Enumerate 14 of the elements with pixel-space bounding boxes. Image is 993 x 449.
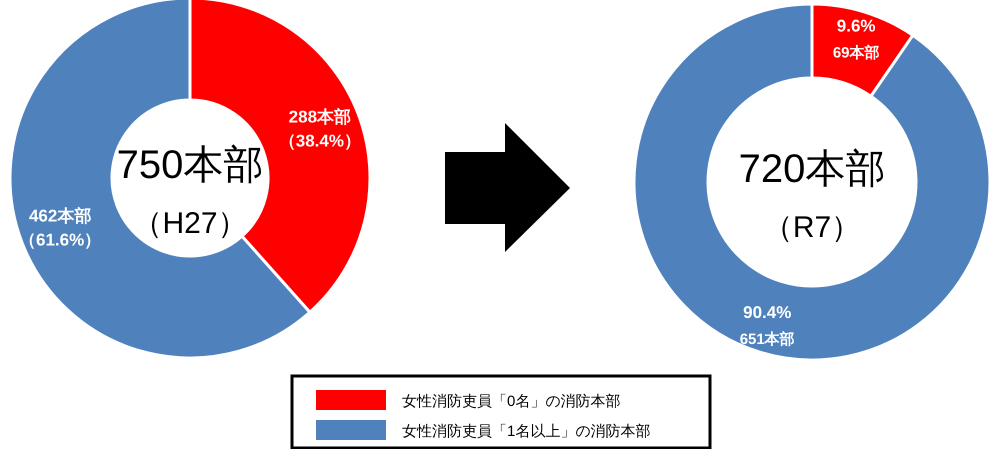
- text: 90.4%: [743, 303, 792, 322]
- data-label: 651本部: [740, 330, 795, 348]
- text: （61.6%）: [19, 230, 102, 250]
- data-label: 69本部: [832, 44, 880, 62]
- text: 750本部: [116, 143, 264, 187]
- data-label: 462本部: [28, 206, 92, 226]
- text: 720本部: [738, 147, 886, 191]
- legend-label: 女性消防吏員「1名以上」の消防本部: [402, 423, 650, 440]
- data-label: 288本部: [288, 107, 352, 126]
- text: （H27）: [132, 207, 248, 240]
- legend-label: 女性消防吏員「0名」の消防本部: [402, 393, 620, 410]
- text: （R7）: [762, 211, 862, 244]
- text: 9.6%: [836, 16, 876, 36]
- text: （38.4%）: [278, 131, 361, 150]
